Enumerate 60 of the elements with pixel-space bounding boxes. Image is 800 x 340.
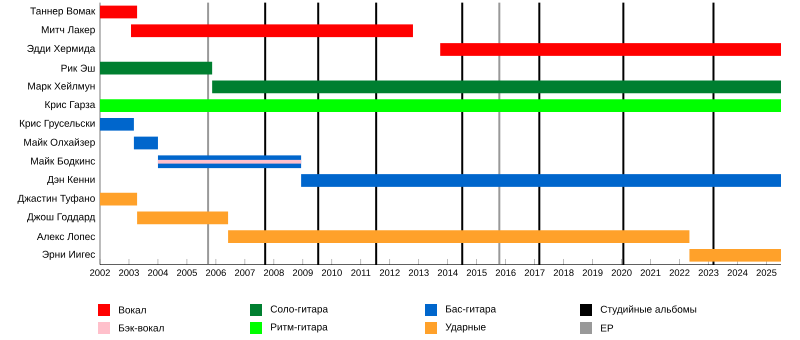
y-tick-label: Митч Лакер bbox=[42, 26, 95, 36]
x-tick-label: 2025 bbox=[756, 269, 776, 276]
y-tick-label: Джастин Туфано bbox=[18, 194, 95, 204]
y-tick-label: Крис Грусельски bbox=[20, 120, 95, 129]
y-tick-label: Дэн Кенни bbox=[47, 176, 95, 185]
bar bbox=[212, 80, 781, 94]
legend-label: EP bbox=[601, 324, 614, 332]
x-tick-label: 2024 bbox=[728, 269, 748, 276]
bar bbox=[440, 43, 781, 56]
y-tick-label: Эдди Хермида bbox=[27, 44, 96, 54]
x-tick-label: 2011 bbox=[351, 269, 370, 276]
y-tick-label: Майк Олхайзер bbox=[24, 138, 95, 148]
legend-label: Вокал bbox=[119, 306, 146, 314]
x-tick-label: 2018 bbox=[554, 269, 574, 276]
y-tick-label: Рик Эш bbox=[61, 64, 95, 72]
x-tick-label: 2005 bbox=[177, 269, 197, 276]
x-tick-label: 2006 bbox=[206, 269, 226, 276]
bar bbox=[131, 24, 413, 38]
bar bbox=[158, 160, 302, 164]
x-tick-label: 2020 bbox=[612, 269, 632, 276]
y-tick-label: Марк Хейлмун bbox=[28, 82, 95, 92]
y-tick-label: Алекс Лопес bbox=[36, 233, 96, 240]
x-tick-label: 2009 bbox=[292, 269, 313, 276]
bar bbox=[100, 6, 138, 18]
x-tick-label: 2002 bbox=[90, 269, 110, 276]
x-tick-label: 2019 bbox=[582, 269, 603, 276]
bar bbox=[134, 136, 158, 150]
legend-label: Студийные альбомы bbox=[600, 305, 696, 315]
x-tick-label: 2022 bbox=[670, 269, 690, 276]
legend-label: Бас-гитара bbox=[446, 306, 496, 314]
x-tick-label: 2010 bbox=[322, 269, 342, 276]
x-tick-label: 2023 bbox=[698, 269, 719, 276]
legend-label: Бэк-вокал bbox=[119, 324, 164, 332]
x-tick-label: 2017 bbox=[524, 269, 545, 276]
x-tick-label: 2015 bbox=[466, 269, 487, 276]
bar bbox=[137, 212, 228, 224]
x-tick-label: 2007 bbox=[234, 269, 255, 276]
y-tick-label: Таннер Вомак bbox=[30, 8, 96, 17]
y-tick-label: Крис Гарза bbox=[45, 101, 96, 110]
y-tick-label: Эрни Иигес bbox=[42, 250, 96, 260]
x-tick-label: 2003 bbox=[119, 269, 139, 276]
x-tick-label: 2016 bbox=[496, 269, 516, 276]
y-tick-label: Джош Годдард bbox=[27, 213, 96, 222]
bar bbox=[100, 99, 781, 112]
x-tick-label: 2004 bbox=[148, 269, 168, 276]
x-tick-label: 2021 bbox=[640, 269, 661, 276]
y-tick-label: Майк Бодкинс bbox=[31, 157, 96, 166]
legend-label: Ритм-гитара bbox=[271, 324, 328, 332]
bar bbox=[100, 192, 138, 206]
bar bbox=[689, 248, 781, 262]
x-tick-label: 2014 bbox=[438, 269, 458, 276]
bar bbox=[228, 230, 690, 243]
x-tick-label: 2012 bbox=[380, 269, 400, 276]
x-tick-label: 2013 bbox=[408, 269, 429, 276]
legend-label: Соло-гитара bbox=[270, 305, 328, 315]
bar bbox=[100, 62, 212, 75]
bar bbox=[301, 174, 781, 187]
x-tick-label: 2008 bbox=[264, 269, 284, 276]
bar bbox=[100, 118, 134, 131]
legend-label: Ударные bbox=[446, 324, 486, 332]
